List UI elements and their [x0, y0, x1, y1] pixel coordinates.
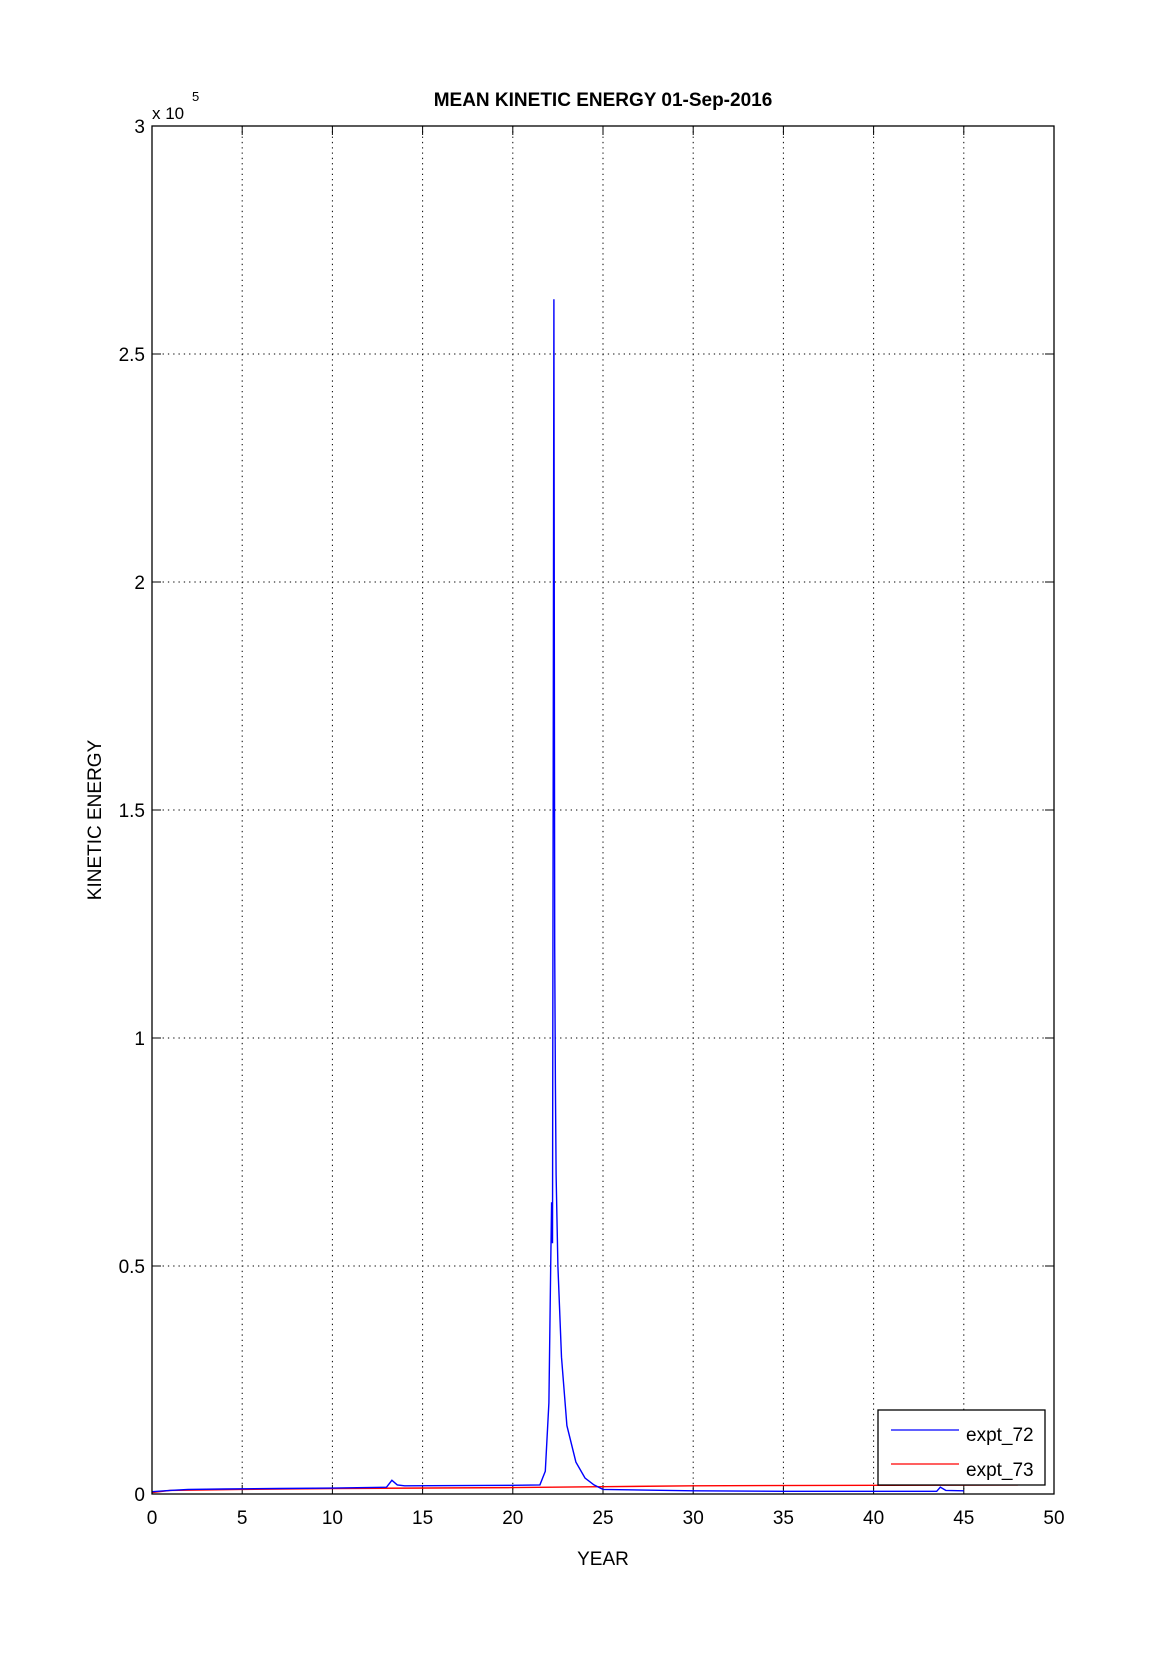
x-tick-label: 0: [147, 1508, 158, 1529]
plot-frame: [151, 125, 1055, 1495]
y-tick-label: 1: [134, 1029, 145, 1050]
grid: [152, 126, 1054, 1494]
series-lines: [151, 299, 1018, 1494]
x-tick-label: 30: [683, 1508, 704, 1529]
legend: expt_72 expt_73: [877, 1409, 1046, 1486]
x-tick-label: 40: [863, 1508, 884, 1529]
y-tick-label: 2: [134, 573, 145, 594]
legend-label-expt-72: expt_72: [966, 1425, 1034, 1446]
x-tick-label: 15: [412, 1508, 433, 1529]
series-line-expt-72: [151, 299, 964, 1493]
ticks: 0 5 10 15 20 25 30 35 40 45 50 0 0.5 1 1.5 2 2.5 3: [119, 117, 1065, 1529]
y-tick-label: 0.5: [119, 1257, 145, 1278]
y-axis-label: KINETIC ENERGY: [85, 739, 106, 900]
x-tick-label: 35: [773, 1508, 794, 1529]
y-tick-label: 2.5: [119, 345, 145, 366]
y-exponent: 5: [192, 89, 199, 104]
x-axis-label: YEAR: [577, 1549, 629, 1570]
x-tick-label: 25: [592, 1508, 613, 1529]
y-tick-label: 3: [134, 117, 145, 138]
series-line-expt-73: [151, 1484, 1018, 1494]
x-tick-label: 20: [502, 1508, 523, 1529]
legend-label-expt-73: expt_73: [966, 1460, 1034, 1481]
x-tick-label: 10: [322, 1508, 343, 1529]
x-tick-label: 45: [953, 1508, 974, 1529]
x-tick-label: 50: [1043, 1508, 1064, 1529]
x-tick-label: 5: [237, 1508, 248, 1529]
y-tick-label: 0: [134, 1485, 145, 1506]
y-exponent-label: x 10: [152, 104, 184, 123]
chart-title: MEAN KINETIC ENERGY 01-Sep-2016: [434, 90, 773, 111]
y-tick-label: 1.5: [119, 801, 145, 822]
legend-box: [877, 1409, 1046, 1486]
